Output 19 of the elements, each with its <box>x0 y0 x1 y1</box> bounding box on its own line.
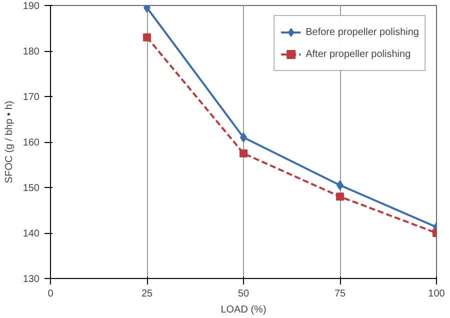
x-tick-label: 25 <box>141 288 153 300</box>
y-tick-label: 130 <box>22 274 40 285</box>
y-tick-label: 170 <box>22 92 40 103</box>
x-tick-label: 50 <box>238 288 250 300</box>
legend-label: Before propeller polishing <box>306 26 419 38</box>
x-tick-label: 0 <box>48 288 54 300</box>
point <box>336 192 344 201</box>
y-tick-label: 150 <box>22 183 40 194</box>
y-tick-label: 140 <box>22 228 40 240</box>
point <box>143 33 151 42</box>
point <box>240 149 248 158</box>
x-tick-label: 75 <box>334 288 346 300</box>
legend-label: After propeller polishing <box>306 48 411 60</box>
y-tick-label: 180 <box>22 46 40 58</box>
x-axis-title: LOAD (%) <box>220 304 266 316</box>
y-tick-label: 190 <box>22 1 40 12</box>
y-tick-label: 160 <box>22 138 40 148</box>
y-axis-title: SFOC (g / bhp • h) <box>4 100 15 184</box>
x-tick-label: 100 <box>428 288 446 300</box>
